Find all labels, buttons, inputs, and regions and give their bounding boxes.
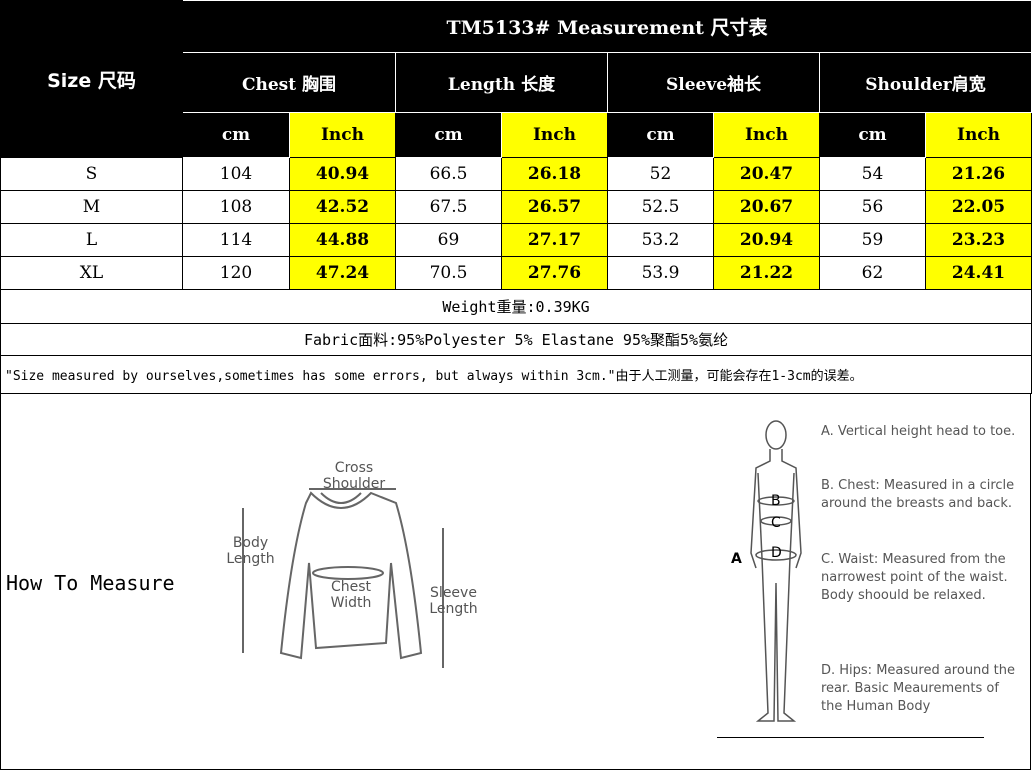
- label-sleeve-length: Sleeve Length: [429, 585, 478, 617]
- inch-cell: 40.94: [289, 157, 396, 191]
- label-chest-width: Chest Width: [330, 579, 372, 611]
- unit-inch: Inch: [924, 112, 1032, 158]
- label-cross-shoulder: Cross Shoulder: [322, 460, 386, 492]
- table-row: L 114 44.88 69 27.17 53.2 20.94 59 23.23: [0, 223, 1032, 257]
- inch-cell: 20.47: [713, 157, 820, 191]
- table-row: S 104 40.94 66.5 26.18 52 20.47 54 21.26: [0, 157, 1032, 191]
- unit-inch: Inch: [289, 112, 396, 158]
- cm-cell: 52: [607, 157, 714, 191]
- unit-inch: Inch: [713, 112, 820, 158]
- size-cell: M: [0, 190, 183, 224]
- group-shoulder: Shoulder肩宽: [818, 52, 1032, 113]
- inch-cell: 26.18: [501, 157, 608, 191]
- inch-cell: 42.52: [289, 190, 396, 224]
- cm-cell: 56: [819, 190, 926, 224]
- unit-cm: cm: [182, 112, 290, 158]
- cm-cell: 108: [182, 190, 290, 224]
- unit-cm: cm: [395, 112, 502, 158]
- how-to-measure-label: How To Measure: [6, 571, 175, 595]
- cm-cell: 104: [182, 157, 290, 191]
- inch-cell: 21.22: [713, 256, 820, 290]
- group-length: Length 长度: [395, 52, 608, 113]
- inch-cell: 27.17: [501, 223, 608, 257]
- size-cell: S: [0, 157, 183, 191]
- inch-cell: 44.88: [289, 223, 396, 257]
- inch-cell: 22.05: [924, 190, 1032, 224]
- body-label-b: B: [771, 493, 781, 509]
- inch-cell: 21.26: [924, 157, 1032, 191]
- divider: [717, 737, 984, 738]
- desc-c: C. Waist: Measured from the narrowest po…: [821, 552, 1008, 603]
- inch-cell: 26.57: [501, 190, 608, 224]
- body-figure: [750, 420, 802, 722]
- fabric-info: Fabric面料:95%Polyester 5% Elastane 95%聚酯5…: [0, 323, 1032, 356]
- desc-b: B. Chest: Measured in a circle around th…: [821, 478, 1015, 511]
- cm-cell: 114: [182, 223, 290, 257]
- body-label-d: D: [771, 545, 782, 561]
- body-label-c: C: [771, 515, 781, 531]
- chart-title: TM5133# Measurement 尺寸表: [181, 0, 1032, 53]
- cm-cell: 67.5: [395, 190, 502, 224]
- measurement-note: "Size measured by ourselves,sometimes ha…: [0, 355, 1032, 394]
- sweater-diagram: [242, 488, 444, 668]
- unit-inch: Inch: [501, 112, 608, 158]
- label-body-length: Body Length: [226, 535, 275, 567]
- desc-a: A. Vertical height head to toe.: [821, 424, 1016, 439]
- body-label-a: A: [731, 551, 742, 567]
- unit-cm: cm: [819, 112, 926, 158]
- size-chart-table: Size 尺码 TM5133# Measurement 尺寸表 Chest 胸围…: [0, 0, 1032, 394]
- inch-cell: 20.67: [713, 190, 820, 224]
- unit-cm: cm: [607, 112, 714, 158]
- size-header: Size 尺码: [0, 0, 183, 158]
- cm-cell: 52.5: [607, 190, 714, 224]
- inch-cell: 27.76: [501, 256, 608, 290]
- size-cell: XL: [0, 256, 183, 290]
- inch-cell: 24.41: [924, 256, 1032, 290]
- cm-cell: 70.5: [395, 256, 502, 290]
- cm-cell: 66.5: [395, 157, 502, 191]
- inch-cell: 23.23: [924, 223, 1032, 257]
- inch-cell: 47.24: [289, 256, 396, 290]
- desc-d: D. Hips: Measured around the rear. Basic…: [821, 663, 1016, 714]
- group-sleeve: Sleeve袖长: [607, 52, 820, 113]
- cm-cell: 69: [395, 223, 502, 257]
- cm-cell: 54: [819, 157, 926, 191]
- table-row: XL 120 47.24 70.5 27.76 53.9 21.22 62 24.41: [0, 256, 1032, 290]
- cm-cell: 120: [182, 256, 290, 290]
- table-row: M 108 42.52 67.5 26.57 52.5 20.67 56 22.05: [0, 190, 1032, 224]
- cm-cell: 53.2: [607, 223, 714, 257]
- size-cell: L: [0, 223, 183, 257]
- cm-cell: 59: [819, 223, 926, 257]
- cm-cell: 53.9: [607, 256, 714, 290]
- cm-cell: 62: [819, 256, 926, 290]
- weight-info: Weight重量:0.39KG: [0, 289, 1032, 324]
- how-to-measure-section: How To Measure Cross Shoulder Body Lengt…: [0, 393, 1031, 770]
- inch-cell: 20.94: [713, 223, 820, 257]
- group-chest: Chest 胸围: [182, 52, 396, 113]
